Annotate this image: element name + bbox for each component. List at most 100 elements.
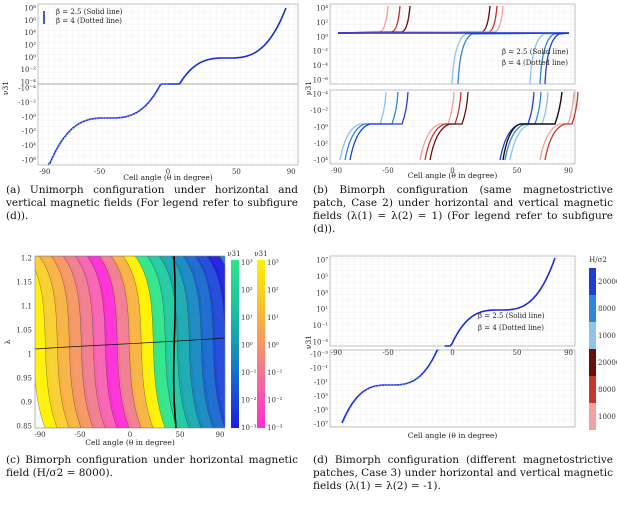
d-xtick: -90	[331, 349, 342, 357]
d-colorbar-label: 20000	[598, 359, 617, 367]
c-colorbar-left	[231, 260, 239, 428]
b-xtick: -90	[331, 167, 342, 175]
a-lower-axes	[37, 83, 299, 166]
b-lower-ytick: -10⁻⁴	[310, 91, 328, 99]
b-upper-series	[539, 32, 570, 85]
c-ytick: 0.95	[16, 375, 32, 383]
c-contour-line	[34, 337, 226, 350]
b-upper-ytick: 10⁻²	[313, 48, 329, 56]
d-colorbar-swatch	[589, 322, 596, 349]
c-colorbar-right-label: 10⁻²	[267, 397, 283, 405]
c-colorbar-right-label: 10²	[267, 287, 279, 295]
c-colorbar-right-label: 10³	[267, 259, 279, 267]
a-xtick: 0	[166, 168, 170, 176]
c-xtick: -50	[74, 431, 85, 439]
a-lower-ytick: -10²	[22, 128, 36, 136]
a-upper-ytick: 10⁴	[24, 29, 36, 37]
c-axes-frame	[34, 255, 226, 429]
c-colorbar-left-label: 10⁻¹	[241, 369, 257, 377]
d-lower-ytick: -10⁻³	[310, 351, 328, 359]
c-xtick: 50	[176, 431, 185, 439]
c-heatmap-band	[218, 256, 225, 267]
a-upper-axes	[37, 3, 299, 85]
b-xtick: -50	[382, 167, 393, 175]
d-lower-ytick: -10⁵	[314, 407, 328, 415]
d-ylabel: ν31	[304, 335, 313, 349]
b-upper-ytick: 10⁴	[316, 5, 328, 13]
c-heatmap-band	[206, 256, 225, 340]
b-xtick: 50	[513, 167, 522, 175]
d-upper-ytick: 10¹	[316, 306, 328, 314]
d-legend-dotted: β = 4 (Dotted line)	[478, 324, 544, 332]
a-lower-ytick: -10⁶	[22, 157, 36, 165]
b-lower-axes	[329, 89, 576, 165]
c-colorbar-right-label: 10¹	[267, 314, 279, 322]
a-lower-ytick: -10⁻⁴	[18, 85, 36, 93]
c-colorbar-left-label: 10⁰	[241, 342, 253, 350]
b-lower-series	[502, 91, 563, 161]
c-colorbar-left-label: 10³	[241, 259, 253, 267]
a-upper-ytick: 10²	[24, 42, 36, 50]
d-xtick: 0	[450, 349, 454, 357]
d-upper-ytick: 10⁻¹	[313, 322, 329, 330]
b-lower-ytick: -10²	[314, 140, 328, 148]
b-upper-ytick: 10²	[316, 19, 328, 27]
b-xlabel: Cell angle (θ in degree)	[408, 171, 498, 180]
a-legend-solid: β = 2.5 (Solid line)	[56, 8, 123, 16]
c-ytick: 0.85	[16, 423, 32, 431]
b-upper-series	[451, 32, 570, 85]
c-ytick: 1.1	[21, 303, 32, 311]
d-xtick: -50	[382, 349, 393, 357]
c-xtick: -90	[34, 431, 45, 439]
b-ylabel: ν31	[304, 81, 313, 95]
c-colorbar-right-label: 10⁻³	[267, 424, 283, 432]
b-upper-series	[529, 32, 570, 85]
c-colorbar-left-label: 10²	[241, 287, 253, 295]
a-legend-dotted: β = 4 (Dotted line)	[56, 17, 122, 25]
b-upper-ytick: 10⁰	[316, 33, 328, 41]
b-lower-series	[349, 91, 409, 161]
a-upper-ytick: 10⁻²	[21, 66, 37, 74]
c-ytick: 0.9	[21, 399, 32, 407]
b-xtick: 0	[450, 167, 454, 175]
c-colorbar-left-label: 10¹	[241, 314, 253, 322]
b-legend-solid: β = 2.5 (Solid line)	[502, 48, 569, 56]
a-upper-ytick: 10⁶	[24, 17, 36, 25]
a-lower-ytick: -10⁻²	[18, 99, 36, 107]
b-lower-ytick: -10⁰	[314, 124, 328, 132]
d-colorbar-label: 1000	[598, 332, 616, 340]
c-colorbar-right-title: ν31	[254, 250, 267, 258]
c-ytick: 1	[28, 351, 32, 359]
a-lower-dotted-series	[48, 83, 168, 165]
d-colorbar-swatch	[589, 376, 596, 403]
d-colorbar-label: 20000	[598, 278, 617, 286]
b-upper-ytick: 10⁻⁴	[313, 62, 329, 70]
d-upper-ytick: 10⁻³	[313, 339, 329, 347]
c-ylabel: λ	[3, 339, 12, 344]
d-upper-ytick: 10³	[316, 289, 328, 297]
d-lower-ytick: -10¹	[314, 379, 328, 387]
b-lower-ytick: -10⁻²	[310, 107, 328, 115]
a-xtick: -90	[39, 168, 50, 176]
a-lower-ytick: -10⁰	[22, 113, 36, 121]
b-xtick: 90	[564, 167, 573, 175]
c-heatmap-layers	[35, 256, 225, 428]
a-xtick: 90	[287, 168, 296, 176]
d-lower-ytick: -10⁷	[314, 421, 328, 429]
d-colorbar-label: 8000	[598, 305, 616, 313]
b-upper-ytick: 10⁻⁶	[313, 77, 329, 85]
d-xtick: 90	[564, 349, 573, 357]
c-ytick: 1.15	[16, 279, 32, 287]
d-colorbar-title: H/σ2	[589, 256, 607, 264]
caption-a: (a) Unimorph configuration under horizon…	[6, 184, 298, 222]
caption-c: (c) Bimorph configuration under horizont…	[6, 454, 298, 479]
d-colorbar-swatch	[589, 295, 596, 322]
a-xlabel: Cell angle (θ in degree)	[123, 173, 213, 182]
a-lower-ytick: -10⁴	[22, 142, 36, 150]
d-colorbar-swatch	[589, 403, 596, 430]
c-xlabel: Cell angle (θ in degree)	[85, 438, 175, 447]
d-xtick: 50	[513, 349, 522, 357]
d-upper-ytick: 10⁵	[316, 273, 328, 281]
d-colorbar-label: 8000	[598, 386, 616, 394]
